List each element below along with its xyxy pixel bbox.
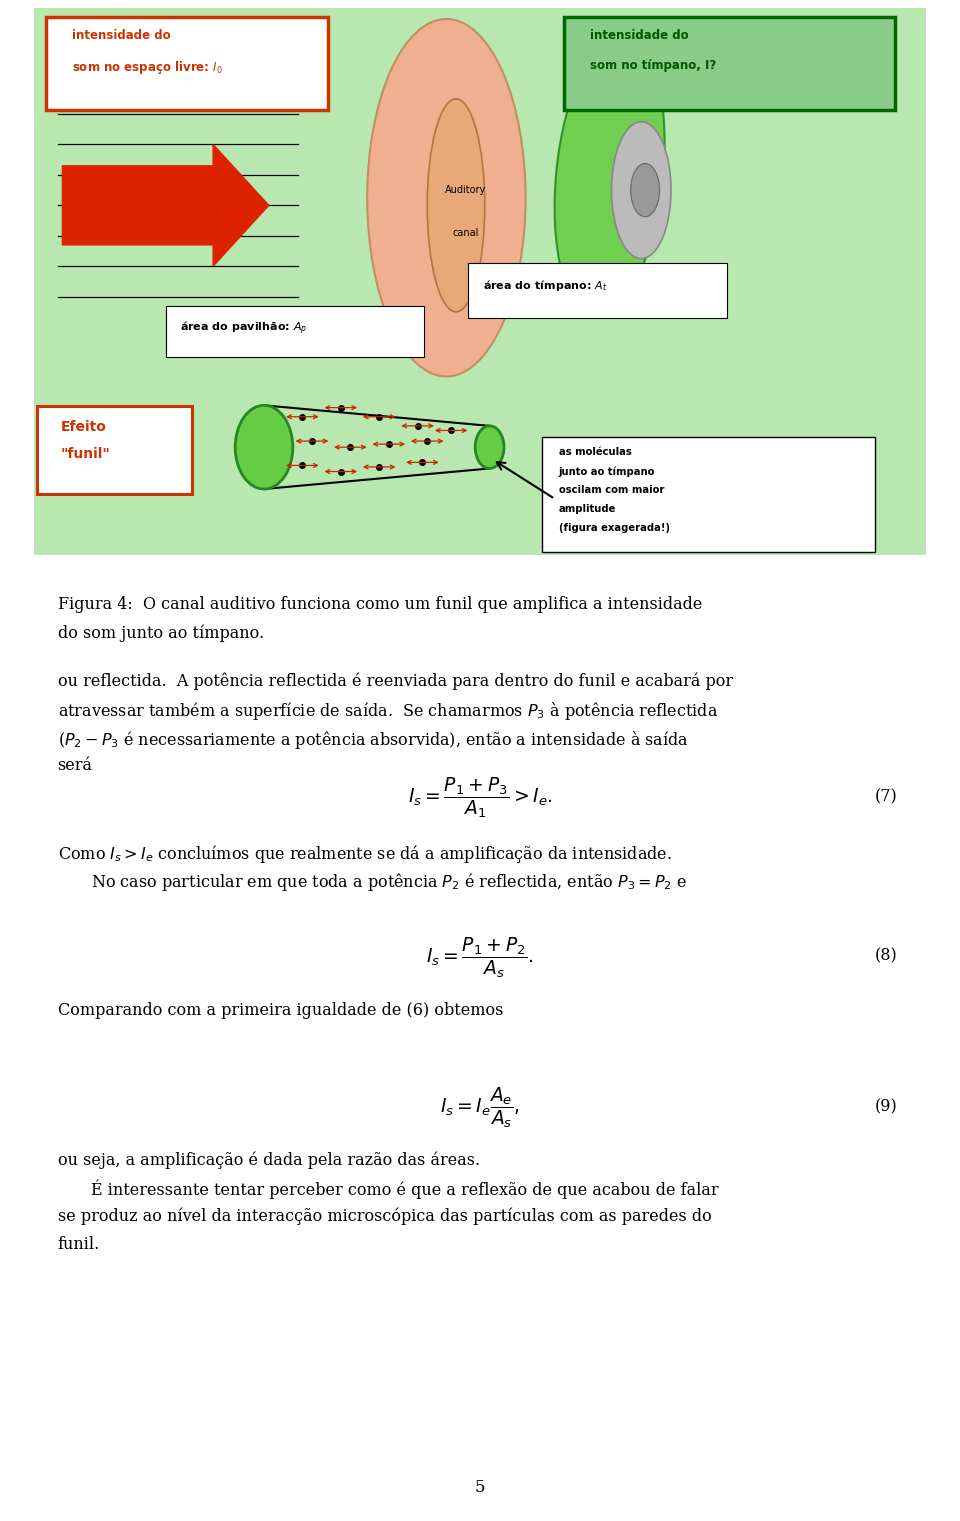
Text: $I_s = \dfrac{P_1 + P_3}{A_1} > I_e.$: $I_s = \dfrac{P_1 + P_3}{A_1} > I_e.$ bbox=[408, 776, 552, 820]
Text: amplitude: amplitude bbox=[559, 505, 616, 514]
Text: será: será bbox=[58, 756, 92, 774]
FancyBboxPatch shape bbox=[542, 437, 875, 552]
Text: (figura exagerada!): (figura exagerada!) bbox=[559, 523, 670, 534]
FancyBboxPatch shape bbox=[468, 263, 727, 318]
FancyArrow shape bbox=[62, 144, 269, 266]
Text: som no espaço livre: $I_0$: som no espaço livre: $I_0$ bbox=[72, 59, 223, 76]
Text: ($P_2 - P_3$ é necessariamente a potência absorvida), então a intensidade à saíd: ($P_2 - P_3$ é necessariamente a potênci… bbox=[58, 729, 688, 750]
Bar bbox=[34, 8, 926, 555]
Text: área do tímpano: $A_t$: área do tímpano: $A_t$ bbox=[483, 278, 608, 294]
FancyBboxPatch shape bbox=[166, 306, 424, 357]
Text: se produz ao nível da interacção microscópica das partículas com as paredes do: se produz ao nível da interacção microsc… bbox=[58, 1208, 711, 1226]
Text: oscilam com maior: oscilam com maior bbox=[559, 485, 664, 496]
Ellipse shape bbox=[235, 405, 293, 490]
Text: $I_s = I_e\dfrac{A_e}{A_s},$: $I_s = I_e\dfrac{A_e}{A_s},$ bbox=[440, 1086, 520, 1130]
Ellipse shape bbox=[612, 122, 671, 259]
Text: atravessar também a superfície de saída.  Se chamarmos $P_3$ à potência reflecti: atravessar também a superfície de saída.… bbox=[58, 700, 718, 722]
Text: (8): (8) bbox=[875, 948, 898, 964]
Ellipse shape bbox=[631, 163, 660, 216]
FancyBboxPatch shape bbox=[37, 406, 192, 494]
Text: Comparando com a primeira igualdade de (6) obtemos: Comparando com a primeira igualdade de (… bbox=[58, 1002, 503, 1019]
Text: 5: 5 bbox=[475, 1478, 485, 1497]
Text: as moléculas: as moléculas bbox=[559, 447, 632, 458]
Text: junto ao tímpano: junto ao tímpano bbox=[559, 465, 655, 476]
Text: Auditory: Auditory bbox=[445, 186, 486, 195]
Text: (9): (9) bbox=[875, 1098, 898, 1115]
Text: do som junto ao tímpano.: do som junto ao tímpano. bbox=[58, 624, 264, 642]
Text: ou seja, a amplificação é dada pela razão das áreas.: ou seja, a amplificação é dada pela razã… bbox=[58, 1151, 480, 1170]
Ellipse shape bbox=[368, 18, 526, 376]
Text: área do pavilhão: $A_p$: área do pavilhão: $A_p$ bbox=[180, 319, 308, 338]
Text: som no tímpano, I?: som no tímpano, I? bbox=[590, 59, 717, 73]
Text: canal: canal bbox=[452, 228, 479, 237]
FancyBboxPatch shape bbox=[564, 17, 895, 110]
Ellipse shape bbox=[427, 99, 485, 312]
Text: "funil": "funil" bbox=[60, 447, 110, 461]
FancyBboxPatch shape bbox=[46, 17, 328, 110]
Text: É interessante tentar perceber como é que a reflexão de que acabou de falar: É interessante tentar perceber como é qu… bbox=[91, 1180, 719, 1199]
Text: (7): (7) bbox=[875, 788, 898, 805]
Ellipse shape bbox=[555, 32, 664, 318]
Text: Figura 4:  O canal auditivo funciona como um funil que amplifica a intensidade: Figura 4: O canal auditivo funciona como… bbox=[58, 596, 702, 613]
Text: No caso particular em que toda a potência $P_2$ é reflectida, então $P_3 = P_2$ : No caso particular em que toda a potênci… bbox=[91, 870, 687, 893]
Ellipse shape bbox=[475, 426, 504, 468]
Text: intensidade do: intensidade do bbox=[590, 29, 689, 43]
Text: Como $I_s > I_e$ concluímos que realmente se dá a amplificação da intensidade.: Como $I_s > I_e$ concluímos que realment… bbox=[58, 843, 672, 864]
Text: $I_s = \dfrac{P_1 + P_2}{A_s}.$: $I_s = \dfrac{P_1 + P_2}{A_s}.$ bbox=[426, 935, 534, 980]
Text: Efeito: Efeito bbox=[60, 420, 107, 433]
Text: intensidade do: intensidade do bbox=[72, 29, 171, 43]
Text: ou reflectida.  A potência reflectida é reenviada para dentro do funil e acabará: ou reflectida. A potência reflectida é r… bbox=[58, 672, 732, 691]
Text: funil.: funil. bbox=[58, 1235, 100, 1253]
